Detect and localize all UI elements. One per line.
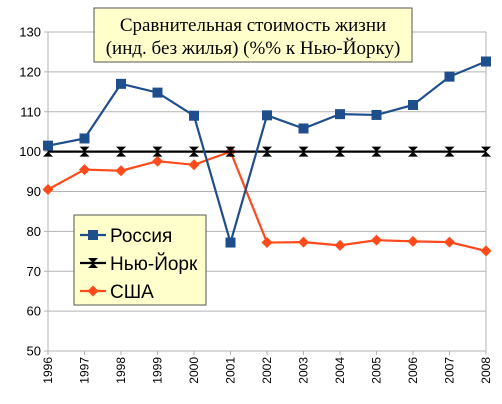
data-point-0-1999 [152,87,163,98]
data-point-2-1998 [115,165,127,177]
data-point-0-1997 [79,133,90,144]
x-tick-label-2006: 2006 [406,357,420,384]
data-point-1-2007 [444,146,455,157]
data-point-0-2002 [262,110,272,121]
data-point-2-2005 [371,234,382,246]
series-0 [43,56,491,248]
legend: Россия Нью-Йорк США [73,214,207,306]
x-tick-label-1996: 1996 [41,357,55,384]
data-point-1-2001 [225,146,236,157]
x-tick-label-1999: 1999 [151,357,165,384]
legend-label-0: Россия [110,226,172,247]
x-tick-label-2005: 2005 [370,357,384,384]
data-point-2-1997 [79,164,90,176]
y-tick-label-80: 80 [27,224,41,239]
legend-marker-0 [88,230,98,240]
data-point-1-1997 [79,146,90,157]
data-point-0-2004 [335,109,345,120]
y-tick-label-100: 100 [19,144,41,159]
data-point-1-2008 [481,146,491,157]
x-tick-label-2002: 2002 [260,357,274,384]
series-layer [42,56,492,257]
data-point-2-2008 [480,245,492,257]
x-tick-label-2004: 2004 [333,357,347,384]
data-point-1-2003 [298,146,309,157]
x-tick-label-2000: 2000 [187,357,201,384]
y-axis-ticks: 50 60 70 80 90 100 110 120 130 [19,25,48,359]
data-point-2-2003 [298,236,309,248]
data-point-2-1996 [42,184,54,196]
data-point-1-2002 [262,146,272,157]
data-point-2-2000 [188,159,200,171]
data-point-1-1999 [152,146,163,157]
data-point-0-2000 [189,110,199,121]
x-tick-label-2003: 2003 [297,357,311,384]
y-tick-label-90: 90 [27,184,41,199]
data-point-2-2007 [444,236,455,248]
x-tick-label-2001: 2001 [224,357,238,384]
data-point-1-2004 [335,146,345,157]
chart-title-line-1: Сравнительная стоимость жизни [120,15,386,36]
data-point-1-2005 [371,146,382,157]
data-point-1-2000 [189,146,199,157]
data-point-0-2008 [481,56,491,67]
data-point-0-2006 [408,99,418,110]
data-point-1-2006 [408,146,418,157]
chart-title-box: Сравнительная стоимость жизни (инд. без … [93,7,413,63]
legend-label-2: США [110,282,154,303]
data-point-2-2004 [334,239,346,251]
data-point-2-2002 [261,237,273,249]
x-tick-label-1997: 1997 [78,357,92,384]
data-point-0-2003 [298,123,309,134]
data-point-0-2005 [371,109,382,120]
x-tick-label-2007: 2007 [443,357,457,384]
legend-marker-1 [88,258,98,268]
y-tick-label-120: 120 [19,64,41,79]
legend-marker-2 [87,285,99,297]
y-tick-label-50: 50 [27,344,41,359]
data-point-2-1999 [152,155,163,167]
chart-title-line-2: (инд. без жилья) (%% к Нью-Йорку) [106,38,401,59]
x-axis-ticks: 1996 1997 1998 1999 2000 2001 2002 2003 2004 2005… [41,351,493,384]
y-tick-label-110: 110 [20,104,41,119]
y-tick-label-70: 70 [27,264,41,279]
data-point-0-1996 [43,140,53,151]
data-point-0-2007 [444,71,455,82]
data-point-2-2006 [407,235,419,247]
data-point-1-1998 [116,146,126,157]
x-tick-label-1998: 1998 [114,357,128,384]
legend-label-1: Нью-Йорк [110,253,198,275]
data-point-0-1998 [116,78,126,89]
series-1 [43,146,491,157]
y-tick-label-60: 60 [27,304,41,319]
data-point-0-2001 [225,237,236,248]
y-tick-label-130: 130 [19,25,41,40]
x-tick-label-2008: 2008 [479,357,493,384]
